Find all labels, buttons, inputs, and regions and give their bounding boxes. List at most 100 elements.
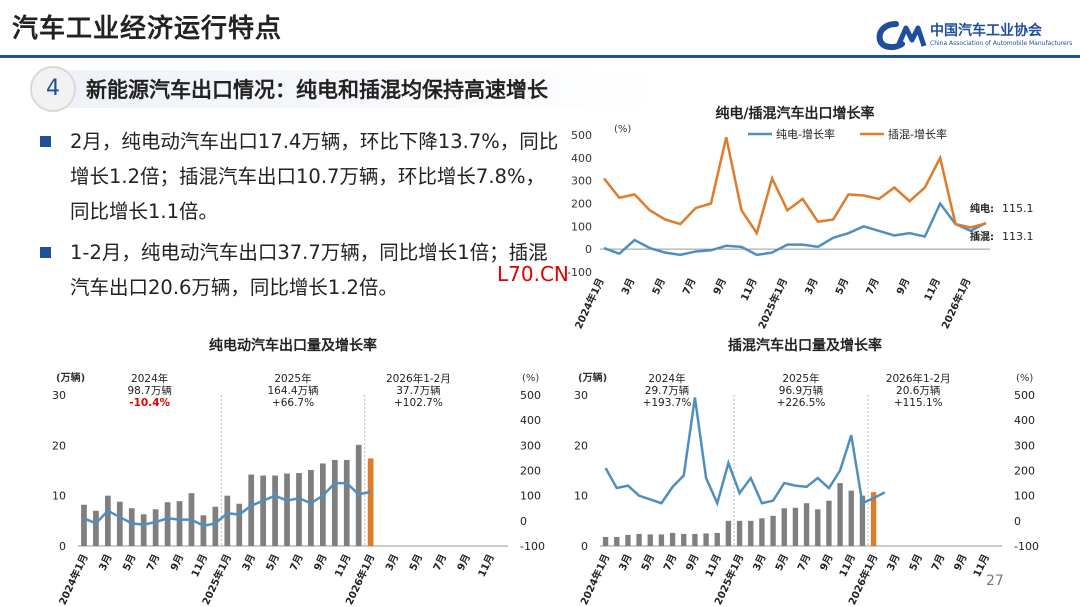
growth-end-label: 纯电: xyxy=(970,202,994,215)
bev-annotation-highlight: -10.4% xyxy=(129,397,170,409)
bev-left-tick: 10 xyxy=(52,490,66,503)
bev-bar xyxy=(296,473,302,546)
bev-annotation-line: 2024年 xyxy=(131,372,168,385)
phev-x-tick: 7月 xyxy=(929,552,947,572)
bev-bar xyxy=(224,495,231,546)
header-divider xyxy=(0,55,1080,58)
growth-y-tick: -100 xyxy=(567,266,592,279)
bev-annotation-line: 2026年1-2月 xyxy=(386,372,451,385)
bev-bar xyxy=(284,473,290,546)
bev-x-tick: 3月 xyxy=(383,552,401,572)
bev-bar xyxy=(212,506,219,546)
phev-growth-line xyxy=(604,397,886,507)
bev-x-tick: 5月 xyxy=(120,552,138,572)
growth-end-value: 113.1 xyxy=(1002,230,1034,243)
bev-bar xyxy=(188,493,195,546)
logo-name-cn: 中国汽车工业协会 xyxy=(930,23,1042,39)
bev-bar xyxy=(81,504,87,546)
bev-annotation-line: 37.7万辆 xyxy=(396,384,440,397)
phev-x-tick: 7月 xyxy=(795,552,813,572)
bev-x-tick: 11月 xyxy=(189,552,210,579)
growth-x-tick: 7月 xyxy=(864,276,882,296)
phev-annotation-line: +115.1% xyxy=(894,397,943,409)
growth-chart-title: 纯电/插混汽车出口增长率 xyxy=(715,105,874,122)
bev-bar xyxy=(164,502,171,546)
phev-annotation-line: 2026年1-2月 xyxy=(886,372,951,385)
section-banner xyxy=(60,70,660,108)
bev-x-tick: 11月 xyxy=(476,552,497,579)
phev-x-tick: 9月 xyxy=(952,552,970,572)
growth-y-tick: 100 xyxy=(571,220,592,233)
phev-bar xyxy=(647,534,653,546)
phev-bar xyxy=(859,495,866,546)
bev-growth-line xyxy=(603,201,987,257)
growth-y-tick: 300 xyxy=(571,175,592,188)
phev-right-tick: -100 xyxy=(1014,540,1039,553)
phev-right-tick: 200 xyxy=(1014,465,1035,478)
growth-x-tick: 7月 xyxy=(680,276,698,296)
growth-end-value: 115.1 xyxy=(1002,202,1034,215)
phev-x-tick: 2026年1月 xyxy=(845,552,880,607)
bev-bar-current xyxy=(367,458,374,546)
bev-annotation-line: 2025年 xyxy=(274,372,311,385)
bev-annotation-line: +66.7% xyxy=(272,397,314,409)
bev-bar xyxy=(104,495,111,546)
bev-x-tick: 9月 xyxy=(455,552,473,572)
bev-x-tick: 9月 xyxy=(312,552,330,572)
phev-bar-current xyxy=(870,492,877,546)
bev-x-tick: 2024年1月 xyxy=(56,552,91,607)
bev-bar xyxy=(248,474,255,546)
phev-right-unit: (%) xyxy=(1016,373,1033,384)
phev-bar xyxy=(815,509,821,546)
bev-x-tick: 7月 xyxy=(288,552,306,572)
bev-bar xyxy=(152,509,159,546)
bev-bar xyxy=(355,444,362,546)
growth-x-tick: 5月 xyxy=(650,276,668,296)
phev-bar xyxy=(714,532,720,546)
phev-bar xyxy=(636,533,642,546)
phev-annotation-line: 96.9万辆 xyxy=(779,384,823,397)
bev-x-tick: 11月 xyxy=(332,552,353,579)
growth-x-tick: 3月 xyxy=(803,276,821,296)
bev-bar xyxy=(140,514,147,546)
bev-bar xyxy=(236,503,243,546)
phev-bar xyxy=(736,520,743,546)
phev-bar xyxy=(748,520,754,546)
bev-right-tick: 400 xyxy=(520,414,541,427)
phev-x-tick: 7月 xyxy=(661,552,679,572)
bev-right-tick: 500 xyxy=(520,389,541,402)
bev-bar xyxy=(319,463,326,546)
phev-annotation-line: 2025年 xyxy=(782,372,819,385)
watermark: L70.CN xyxy=(497,262,569,286)
phev-right-tick: 100 xyxy=(1014,490,1035,503)
phev-right-tick: 400 xyxy=(1014,414,1035,427)
bev-right-tick: 100 xyxy=(520,490,541,503)
logo-name-en: China Association of Automobile Manufact… xyxy=(930,40,1073,47)
growth-y-tick: 200 xyxy=(571,198,592,211)
bev-bar xyxy=(272,475,278,546)
phev-annotation-line: 20.6万辆 xyxy=(896,384,940,397)
phev-right-tick: 300 xyxy=(1014,439,1035,452)
phev-x-tick: 9月 xyxy=(684,552,702,572)
bev-left-tick: 20 xyxy=(52,439,66,452)
phev-bar xyxy=(614,536,620,546)
phev-bar xyxy=(770,515,776,546)
bev-bar xyxy=(308,469,314,546)
phev-x-tick: 2024年1月 xyxy=(577,552,612,607)
growth-end-label: 插混: xyxy=(970,230,994,243)
growth-y-tick: 500 xyxy=(571,129,592,142)
bev-bar xyxy=(200,515,207,546)
bev-bar xyxy=(343,459,350,546)
growth-x-tick: 5月 xyxy=(833,276,851,296)
growth-x-tick: 2026年1月 xyxy=(938,276,973,331)
bev-chart-title: 纯电动汽车出口量及增长率 xyxy=(209,337,377,354)
phev-left-tick: 10 xyxy=(574,490,588,503)
phev-annotation-line: +226.5% xyxy=(777,397,826,409)
bev-growth-line xyxy=(83,481,371,528)
phev-bar xyxy=(781,508,787,546)
phev-x-tick: 5月 xyxy=(639,552,657,572)
bev-annotation-line: 164.4万辆 xyxy=(267,384,318,397)
phev-right-tick: 0 xyxy=(1014,515,1021,528)
bev-annotation-line: +102.7% xyxy=(394,397,443,409)
phev-x-tick: 11月 xyxy=(703,552,724,579)
